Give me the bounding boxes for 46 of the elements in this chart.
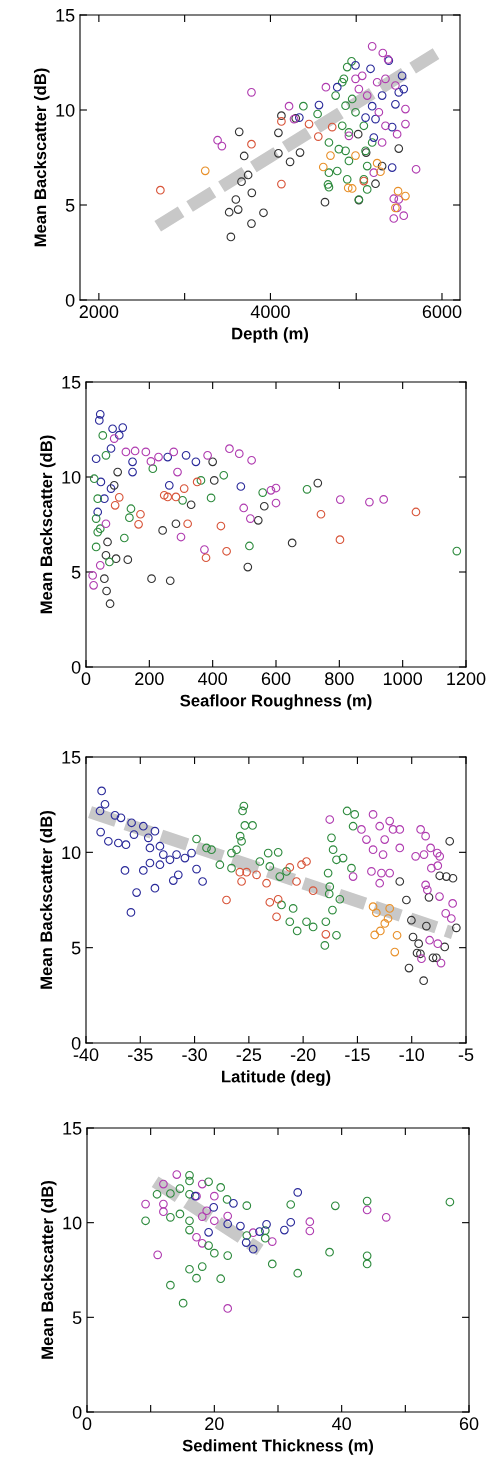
- y-tick-label: 15: [62, 376, 81, 389]
- y-tick-label: 5: [71, 941, 81, 955]
- y-tick-label: 0: [71, 1036, 81, 1050]
- x-axis-title: Sediment Thickness (m): [182, 1439, 374, 1455]
- x-axis-title: Depth (m): [232, 327, 309, 343]
- x-tick-label: 60: [459, 1417, 479, 1431]
- y-axis-title: Mean Backscatter (dB): [39, 810, 56, 989]
- x-tick-label: -30: [182, 1048, 207, 1062]
- x-tick-label: 1200: [447, 672, 486, 686]
- x-tick-label: -40: [73, 1048, 99, 1062]
- x-tick-label: -25: [236, 1048, 262, 1062]
- y-tick-label: 0: [72, 1405, 82, 1419]
- x-tick-label: 40: [332, 1417, 351, 1431]
- x-axis-title: Latitude (deg): [222, 1070, 331, 1086]
- x-tick-label: 0: [82, 1417, 92, 1431]
- x-tick-label: 200: [135, 672, 164, 686]
- x-tick-label: 6000: [422, 305, 462, 319]
- y-axis-title: Mean Backscatter (dB): [39, 435, 56, 614]
- x-tick-label: 600: [261, 672, 291, 686]
- x-tick-label: 20: [205, 1417, 224, 1431]
- y-axis-title: Mean Backscatter (dB): [40, 1180, 57, 1359]
- y-tick-label: 5: [71, 566, 81, 579]
- y-tick-label: 15: [56, 9, 75, 22]
- y-axis-title: Mean Backscatter (dB): [33, 68, 50, 247]
- x-tick-label: 1000: [383, 672, 423, 686]
- x-axis-title: Seafloor Roughness (m): [180, 694, 372, 710]
- x-tick-label: 400: [198, 672, 228, 686]
- y-tick-label: 15: [62, 751, 81, 764]
- x-tick-label: -15: [345, 1048, 370, 1062]
- y-tick-label: 10: [62, 846, 81, 860]
- y-tick-label: 0: [71, 660, 81, 674]
- y-tick-label: 5: [65, 199, 75, 212]
- x-tick-label: -35: [128, 1048, 153, 1062]
- x-tick-label: 800: [325, 672, 354, 686]
- x-tick-label: 4000: [250, 305, 290, 319]
- y-tick-label: 5: [72, 1311, 82, 1325]
- x-tick-label: -20: [290, 1048, 316, 1062]
- x-tick-label: 0: [81, 672, 91, 686]
- x-tick-label: 2000: [79, 305, 119, 319]
- y-tick-label: 0: [65, 293, 75, 307]
- y-tick-label: 10: [56, 103, 75, 117]
- y-tick-label: 15: [63, 1122, 82, 1135]
- x-tick-label: -10: [399, 1048, 425, 1062]
- y-tick-label: 10: [63, 1216, 82, 1230]
- x-tick-label: -5: [458, 1048, 474, 1062]
- y-tick-label: 10: [62, 470, 81, 484]
